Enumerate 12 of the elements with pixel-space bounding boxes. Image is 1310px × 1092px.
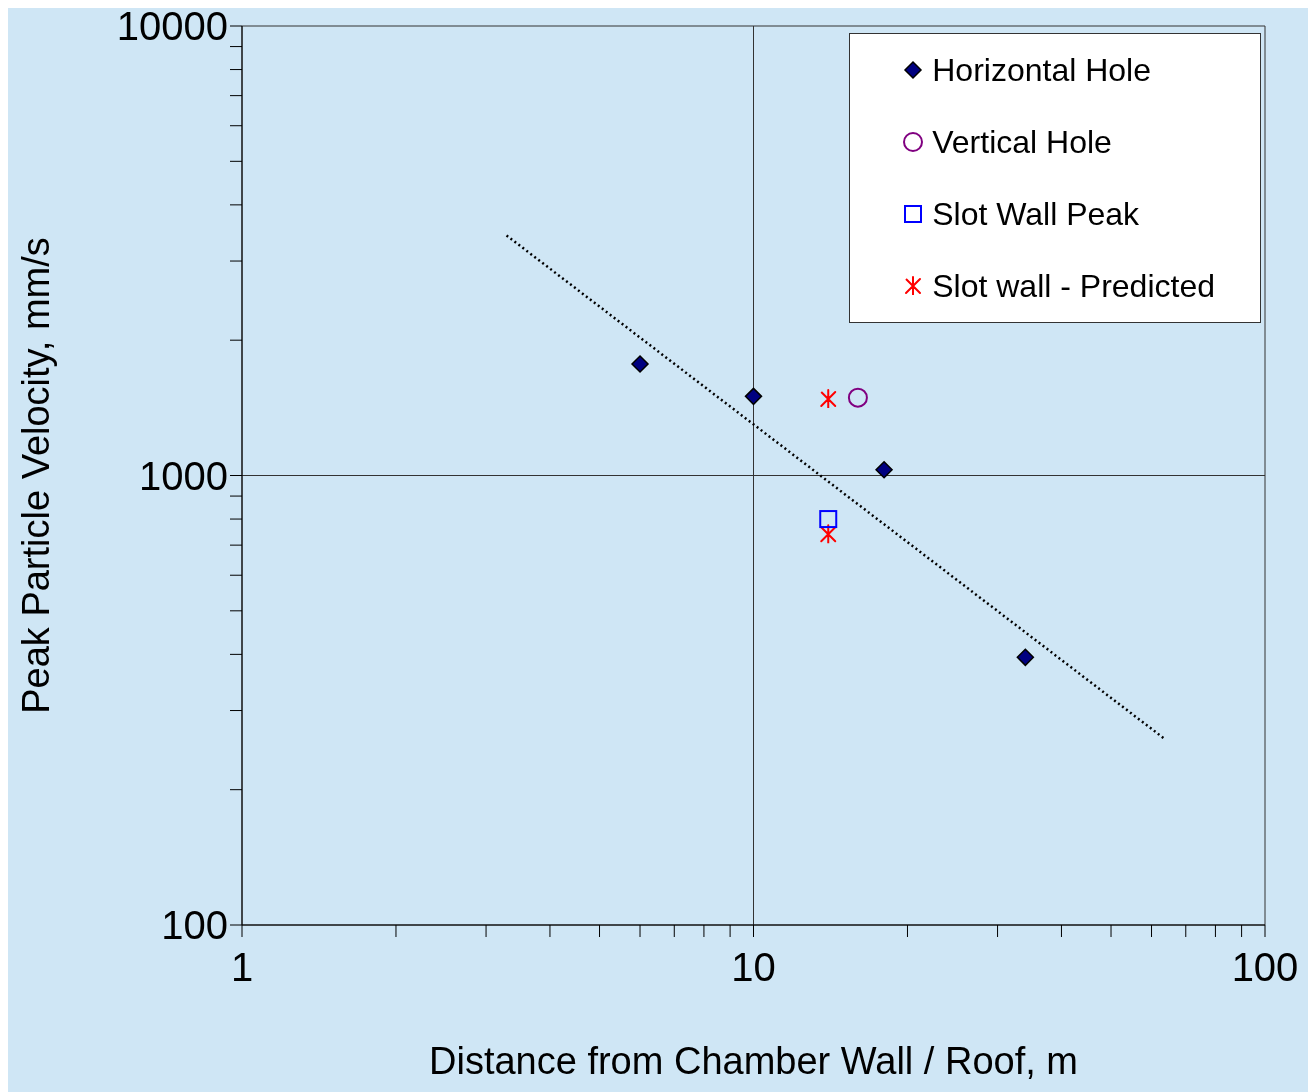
legend-label: Horizontal Hole [932, 51, 1151, 89]
legend-label: Slot Wall Peak [932, 195, 1140, 233]
legend-label: Slot wall - Predicted [932, 267, 1215, 305]
x-tick-label: 10 [731, 945, 776, 990]
y-tick-label: 1000 [139, 453, 228, 498]
legend-label: Vertical Hole [932, 123, 1112, 161]
x-axis-title: Distance from Chamber Wall / Roof, m [429, 1040, 1078, 1082]
y-axis-title: Peak Particle Velocity, mm/s [15, 237, 58, 714]
y-tick-label: 100 [161, 903, 228, 948]
x-tick-label: 100 [1231, 945, 1299, 990]
y-tick-label: 10000 [116, 4, 228, 49]
x-tick-label: 1 [230, 945, 254, 990]
